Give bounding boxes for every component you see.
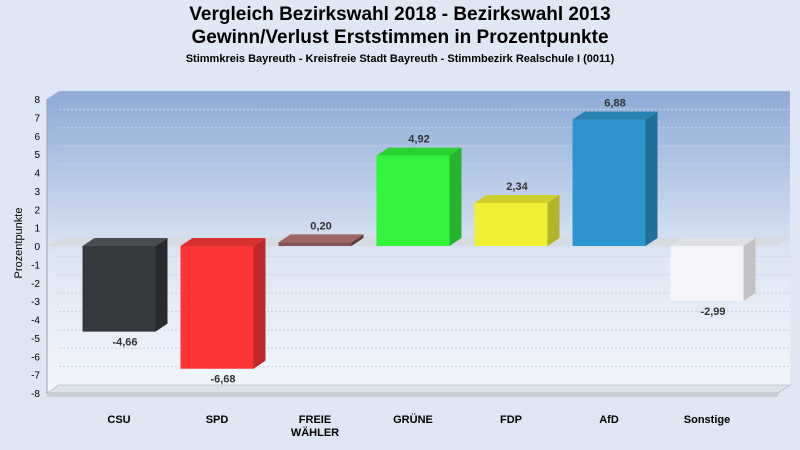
bar-top (180, 238, 266, 246)
bar-side (351, 234, 364, 246)
bar-front (376, 155, 450, 246)
data-label: 4,92 (408, 134, 429, 146)
y-tick-labels: 8 7 6 5 4 3 2 1 0 -1 -2 -3 -4 -5 -6 -7 -8 (31, 95, 40, 400)
chart-subtitle: Gewinn/Verlust Erststimmen in Prozentpun… (191, 27, 609, 48)
bar (572, 111, 658, 246)
y-tick-label: 6 (34, 132, 40, 143)
y-tick-label: -6 (31, 352, 40, 363)
bar (376, 147, 462, 246)
y-tick-label: -2 (31, 279, 40, 290)
y-tick-label: 4 (34, 169, 40, 180)
bar-side (449, 147, 462, 246)
chart-title: Vergleich Bezirkswahl 2018 - Bezirkswahl… (189, 4, 611, 25)
bar-front (278, 242, 352, 246)
category-label: CSU (107, 414, 130, 426)
bar-top (376, 147, 462, 156)
bar-side (253, 238, 266, 369)
bar-top (572, 111, 658, 120)
chart-subsubtitle: Stimmkreis Bayreuth - Kreisfreie Stadt B… (185, 53, 615, 65)
bar (180, 238, 266, 369)
y-tick-label: 5 (34, 150, 40, 161)
category-label: SPD (206, 414, 229, 426)
y-tick-label: 1 (34, 224, 40, 235)
category-label: AfD (599, 414, 619, 426)
y-axis-label: Prozentpunkte (13, 208, 25, 279)
y-tick-label: -3 (31, 297, 40, 308)
bar-front (474, 203, 548, 246)
bar-top (82, 238, 168, 246)
data-label: -6,68 (210, 374, 235, 386)
data-label: -2,99 (700, 306, 725, 318)
y-tick-label: -1 (31, 260, 40, 271)
bar-front (572, 119, 646, 246)
y-tick-label: -8 (31, 389, 40, 400)
y-tick-label: -4 (31, 316, 40, 327)
category-label: WÄHLER (291, 426, 339, 439)
data-labels: -4,66 -6,68 0,20 4,92 2,34 6,88 -2,99 (112, 98, 725, 386)
bar (670, 238, 756, 301)
bar (82, 238, 168, 332)
data-label: 2,34 (506, 181, 528, 193)
y-tick-label: 8 (34, 95, 40, 106)
bar-top (670, 238, 756, 246)
data-label: 0,20 (310, 220, 331, 232)
bar-side (155, 238, 168, 332)
category-label: Sonstige (684, 414, 730, 426)
y-tick-label: 0 (34, 242, 40, 253)
y-tick-label: -7 (31, 371, 40, 382)
data-label: 6,88 (604, 98, 625, 110)
bar (474, 195, 560, 246)
bar-front (180, 246, 254, 369)
category-label: FREIE (299, 414, 331, 426)
bar-side (645, 111, 658, 246)
y-tick-label: 3 (34, 187, 40, 198)
y-tick-label: -5 (31, 334, 40, 345)
bars (82, 111, 756, 369)
floor (45, 384, 792, 394)
y-tick-label: 7 (34, 113, 40, 124)
category-label: FDP (500, 414, 522, 426)
floor-edge (47, 393, 778, 397)
bar-front (670, 246, 744, 301)
bar-side (743, 238, 756, 301)
bar-top (474, 195, 560, 204)
bar (278, 234, 364, 246)
bar-top (278, 234, 364, 243)
bar-side (547, 195, 560, 246)
y-tick-label: 2 (34, 205, 40, 216)
category-label: GRÜNE (393, 413, 433, 426)
data-label: -4,66 (112, 337, 137, 349)
bar-front (82, 246, 156, 332)
